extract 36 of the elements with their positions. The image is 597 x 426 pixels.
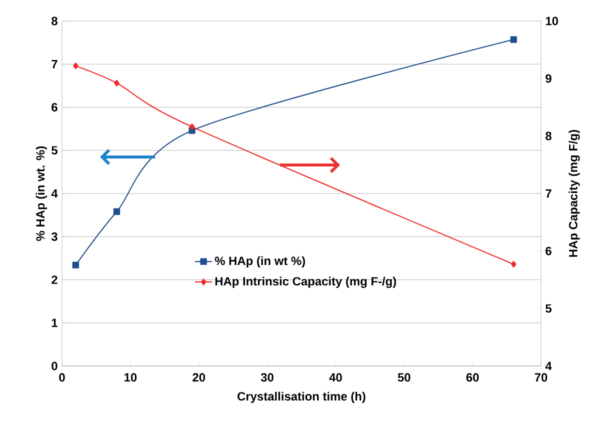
y-tick-label: 8 (52, 16, 58, 26)
x-tick-label: 30 (260, 373, 274, 382)
y2-tick-label: 6 (546, 246, 552, 256)
x-tick-label: 20 (192, 373, 206, 382)
y2-axis-title: HAp Capacity (mg F/g) (568, 130, 580, 257)
y-tick-label: 3 (51, 232, 58, 241)
x-tick-label: 0 (59, 373, 65, 382)
x-axis-title: Crystallisation time (h) (238, 392, 366, 403)
point (113, 208, 120, 215)
y-tick-label: 7 (52, 60, 58, 68)
y2-tick-label: 10 (546, 16, 558, 26)
x-tick-label: 10 (124, 373, 137, 382)
legend-label: HAp Intrinsic Capacity (mg F-/g) (215, 276, 396, 288)
y2-tick-label: 8 (546, 132, 552, 140)
y-tick-label: 0 (52, 362, 58, 370)
y-tick-label: 4 (51, 189, 58, 198)
y-tick-label: 2 (52, 276, 58, 284)
x-tick-label: 50 (398, 373, 410, 382)
point (189, 123, 195, 130)
y2-tick-label: 9 (546, 74, 552, 83)
legend-label: % HAp (in wt %) (214, 256, 306, 268)
point (510, 36, 517, 43)
x-tick-label: 70 (534, 373, 548, 382)
y2-tick-label: 5 (546, 304, 552, 313)
y-tick-label: 6 (52, 103, 58, 112)
x-tick-label: 40 (329, 373, 342, 382)
y-axis-title: % HAp (in wt. %) (36, 146, 47, 241)
x-tick-label: 60 (466, 373, 479, 382)
y2-tick-label: 4 (545, 362, 552, 370)
point (114, 80, 120, 86)
y-tick-label: 5 (52, 146, 58, 155)
point (510, 260, 516, 268)
y2-tick-label: 7 (546, 189, 552, 198)
point (73, 62, 78, 70)
point (72, 262, 80, 268)
y-tick-label: 1 (52, 318, 58, 327)
